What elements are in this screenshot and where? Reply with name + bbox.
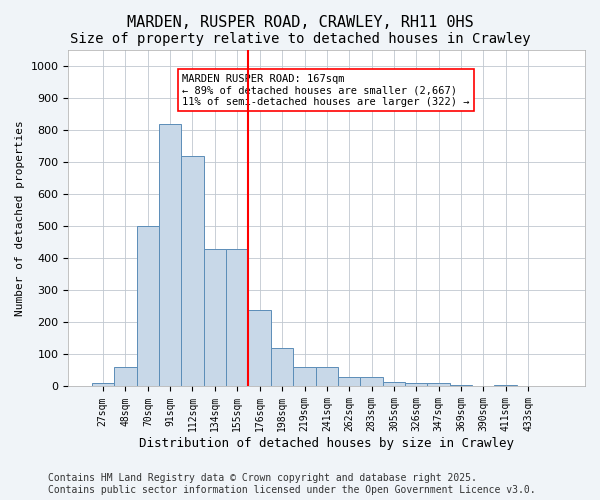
Bar bbox=[316, 367, 338, 386]
Bar bbox=[383, 382, 405, 386]
Bar bbox=[405, 384, 427, 386]
Bar bbox=[114, 367, 137, 386]
Text: Size of property relative to detached houses in Crawley: Size of property relative to detached ho… bbox=[70, 32, 530, 46]
Bar bbox=[451, 385, 472, 386]
Y-axis label: Number of detached properties: Number of detached properties bbox=[15, 120, 25, 316]
Bar bbox=[137, 226, 159, 386]
Text: MARDEN RUSPER ROAD: 167sqm
← 89% of detached houses are smaller (2,667)
11% of s: MARDEN RUSPER ROAD: 167sqm ← 89% of deta… bbox=[182, 74, 469, 107]
Bar bbox=[226, 248, 248, 386]
Bar bbox=[427, 384, 451, 386]
Bar bbox=[494, 385, 517, 386]
Text: Contains HM Land Registry data © Crown copyright and database right 2025.
Contai: Contains HM Land Registry data © Crown c… bbox=[48, 474, 536, 495]
Bar bbox=[204, 248, 226, 386]
Bar bbox=[271, 348, 293, 387]
Bar bbox=[360, 377, 383, 386]
Bar bbox=[338, 377, 360, 386]
Text: MARDEN, RUSPER ROAD, CRAWLEY, RH11 0HS: MARDEN, RUSPER ROAD, CRAWLEY, RH11 0HS bbox=[127, 15, 473, 30]
Bar bbox=[92, 384, 114, 386]
Bar bbox=[293, 367, 316, 386]
X-axis label: Distribution of detached houses by size in Crawley: Distribution of detached houses by size … bbox=[139, 437, 514, 450]
Bar bbox=[159, 124, 181, 386]
Bar bbox=[248, 310, 271, 386]
Bar bbox=[181, 156, 204, 386]
